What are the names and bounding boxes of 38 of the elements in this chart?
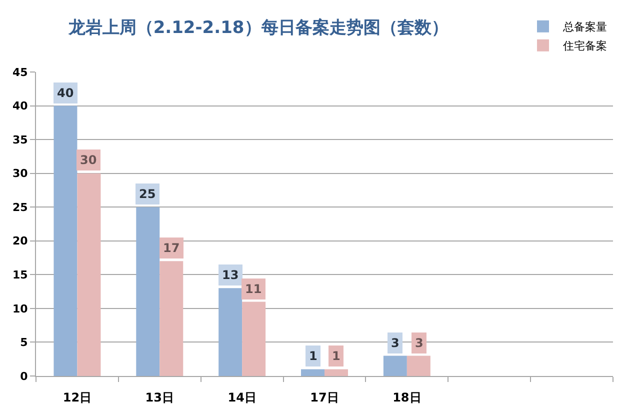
data-label: 13 — [222, 268, 239, 282]
data-label: 3 — [415, 336, 424, 350]
x-tick-label: 14日 — [228, 390, 256, 404]
data-label: 30 — [80, 153, 97, 167]
y-tick-label: 25 — [12, 200, 28, 214]
data-label: 11 — [245, 282, 262, 296]
chart-title: 龙岩上周（2.12-2.18）每日备案走势图（套数） — [67, 16, 448, 38]
y-tick-label: 0 — [20, 370, 28, 383]
data-label: 17 — [163, 241, 180, 255]
bar — [301, 369, 324, 376]
x-tick-label: 12日 — [62, 390, 92, 404]
x-tick-label: 13日 — [145, 390, 174, 404]
y-tick-label: 35 — [12, 133, 28, 146]
y-tick-label: 40 — [12, 100, 28, 113]
data-label: 40 — [57, 86, 74, 100]
data-label: 1 — [332, 349, 340, 363]
y-tick-label: 15 — [12, 268, 28, 282]
data-label: 25 — [139, 187, 156, 201]
data-label: 3 — [391, 336, 400, 350]
y-tick-label: 20 — [12, 234, 28, 248]
bar — [383, 356, 407, 376]
legend-label: 总备案量 — [562, 20, 607, 34]
bar — [406, 356, 430, 376]
bar — [160, 261, 184, 376]
legend-label: 住宅备案 — [563, 40, 607, 53]
data-label: 1 — [309, 349, 318, 363]
y-tick-label: 5 — [20, 336, 28, 350]
bar — [324, 369, 348, 376]
bar — [136, 207, 160, 376]
x-tick-label: 18日 — [392, 390, 422, 404]
bar — [54, 106, 78, 376]
y-tick-label: 30 — [12, 167, 28, 180]
x-tick-label: 17日 — [310, 390, 339, 404]
bar — [218, 288, 242, 376]
y-tick-label: 45 — [12, 66, 28, 79]
bar — [77, 173, 101, 376]
bar — [242, 302, 266, 376]
y-tick-label: 10 — [12, 302, 28, 316]
